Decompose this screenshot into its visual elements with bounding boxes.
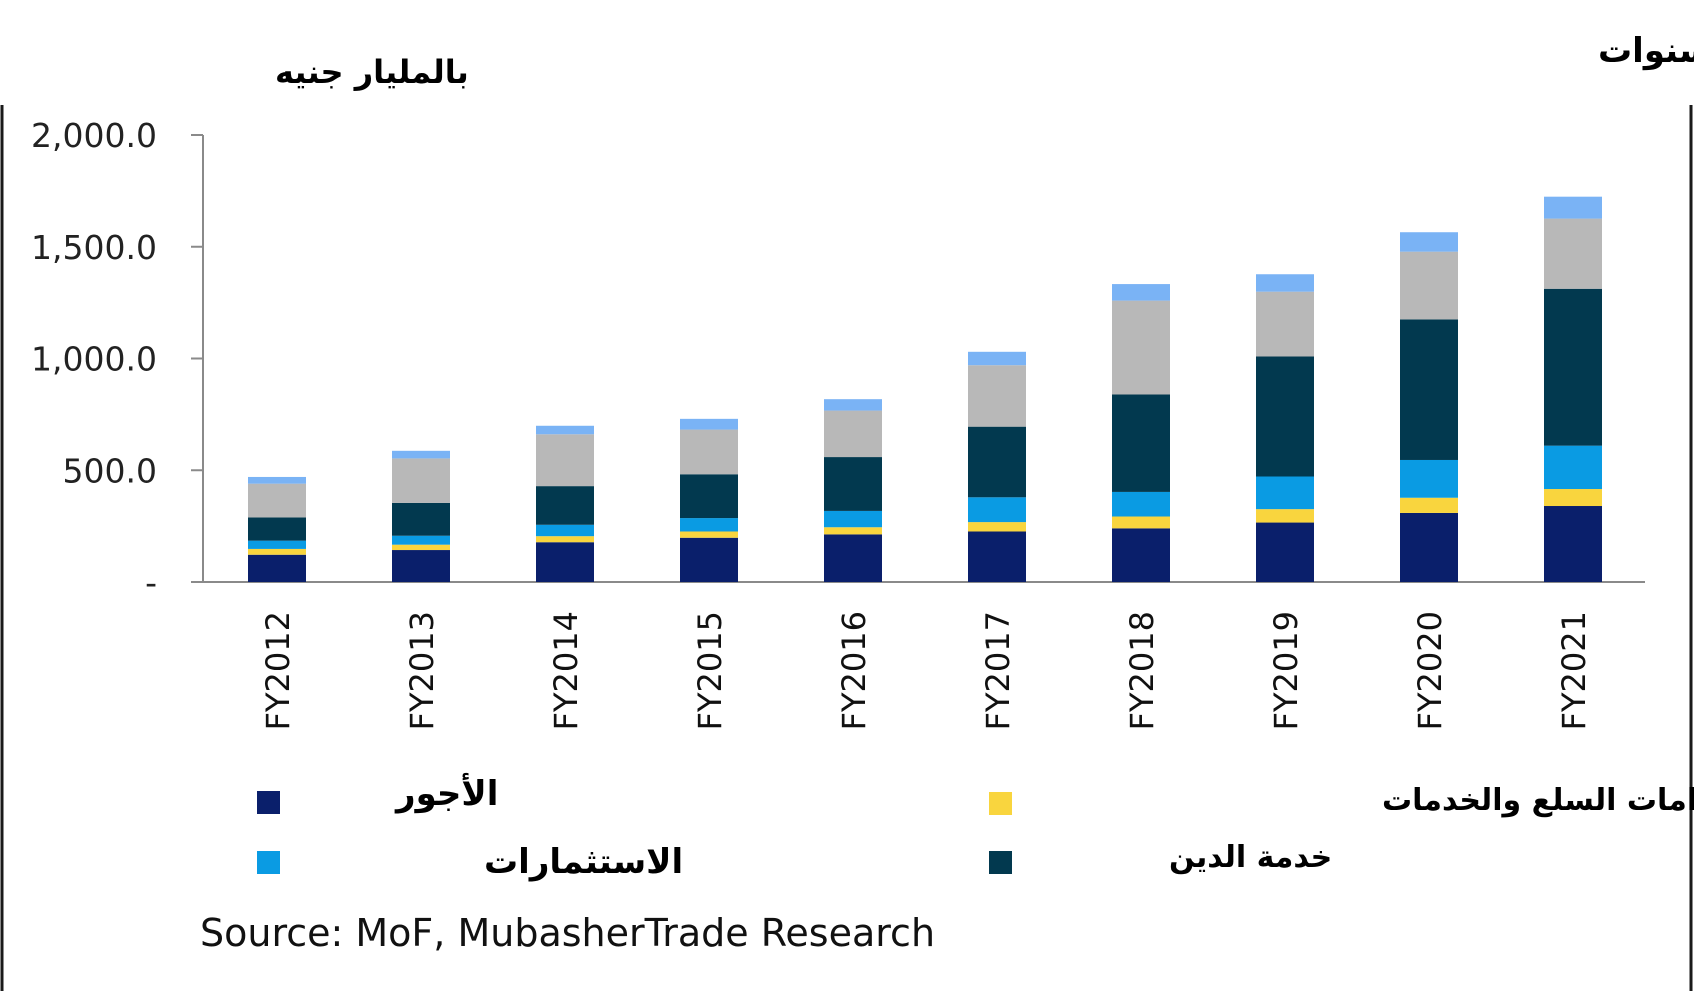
bar-segment-fy2019-series-3 [1256, 476, 1314, 510]
bar-segment-fy2017-series-6 [968, 351, 1026, 366]
bar-segment-fy2014-series-4 [536, 486, 594, 525]
bar-segment-fy2020-series-2 [1400, 497, 1458, 513]
bar-segment-fy2017-series-5 [968, 365, 1026, 427]
bar-segment-fy2014-series-1 [536, 542, 594, 582]
y-tick-label: - [145, 563, 157, 602]
y-tick-group: - 500.0 1,000.0 1,500.0 2,000.0 [31, 116, 203, 602]
bar-segment-fy2018-series-5 [1112, 300, 1170, 395]
legend-swatch-investments [257, 851, 280, 874]
bar-segment-fy2018-series-4 [1112, 394, 1170, 492]
legend-label-investments: الاستثمارات [484, 842, 683, 882]
source-note: Source: MoF, MubasherTrade Research [200, 911, 935, 955]
x-tick-label: FY2020 [1411, 611, 1449, 730]
x-tick-label: FY2012 [259, 611, 297, 730]
bar-segment-fy2013-series-6 [392, 450, 450, 459]
y-tick-label: 1,500.0 [31, 228, 157, 267]
bar-segment-fy2020-series-3 [1400, 459, 1458, 498]
y-tick-label: 1,000.0 [31, 340, 157, 379]
bar-segment-fy2019-series-2 [1256, 509, 1314, 523]
x-tick-label: FY2019 [1267, 611, 1305, 730]
x-tick-label: FY2015 [691, 611, 729, 730]
legend-label-debt-service: خدمة الدين [1169, 840, 1332, 875]
unit-label: بالمليار جنيه [275, 53, 469, 91]
legend-label-goods-services: استخدامات السلع والخدمات [1382, 783, 1694, 818]
bar-segment-fy2016-series-3 [824, 510, 882, 528]
bar-segment-fy2020-series-4 [1400, 319, 1458, 460]
bar-segment-fy2013-series-4 [392, 502, 450, 536]
bar-segment-fy2021-series-1 [1544, 506, 1602, 582]
bar-segment-fy2019-series-5 [1256, 291, 1314, 357]
bar-segment-fy2014-series-5 [536, 434, 594, 487]
bar-segment-fy2016-series-1 [824, 534, 882, 582]
bar-group [248, 196, 1602, 582]
bar-segment-fy2018-series-3 [1112, 491, 1170, 517]
bar-segment-fy2021-series-6 [1544, 196, 1602, 219]
bar-segment-fy2012-series-5 [248, 483, 306, 518]
x-tick-label: FY2013 [403, 611, 441, 730]
bar-segment-fy2012-series-2 [248, 548, 306, 555]
bar-segment-fy2016-series-6 [824, 399, 882, 411]
bar-segment-fy2016-series-2 [824, 527, 882, 535]
bar-segment-fy2014-series-3 [536, 524, 594, 537]
y-tick-label: 2,000.0 [31, 116, 157, 155]
bar-segment-fy2012-series-3 [248, 540, 306, 549]
x-tick-label: FY2018 [1123, 611, 1161, 730]
bar-segment-fy2019-series-4 [1256, 356, 1314, 477]
bar-segment-fy2018-series-6 [1112, 284, 1170, 301]
bar-segment-fy2013-series-1 [392, 550, 450, 582]
bar-segment-fy2019-series-1 [1256, 522, 1314, 582]
bar-segment-fy2014-series-6 [536, 425, 594, 435]
bar-segment-fy2012-series-1 [248, 554, 306, 582]
bar-segment-fy2016-series-4 [824, 457, 882, 511]
x-tick-group: FY2012 FY2013 FY2014 FY2015 FY2016 FY2017 FY20… [259, 611, 1593, 730]
bar-segment-fy2017-series-1 [968, 531, 1026, 582]
bar-segment-fy2018-series-1 [1112, 528, 1170, 582]
legend: الأجور الاستثمارات استخدامات السلع والخد… [257, 772, 1694, 882]
bar-segment-fy2019-series-6 [1256, 274, 1314, 292]
bar-segment-fy2016-series-5 [824, 410, 882, 458]
bar-segment-fy2020-series-5 [1400, 251, 1458, 320]
bar-segment-fy2015-series-2 [680, 531, 738, 538]
bar-segment-fy2021-series-2 [1544, 489, 1602, 507]
legend-label-wages: الأجور [394, 772, 498, 814]
bar-segment-fy2020-series-1 [1400, 512, 1458, 582]
bar-segment-fy2017-series-3 [968, 497, 1026, 523]
bar-segment-fy2018-series-2 [1112, 516, 1170, 529]
x-tick-label: FY2017 [979, 611, 1017, 730]
bar-segment-fy2015-series-1 [680, 537, 738, 582]
bar-segment-fy2013-series-5 [392, 458, 450, 503]
bar-segment-fy2021-series-3 [1544, 445, 1602, 490]
bar-segment-fy2017-series-4 [968, 426, 1026, 498]
bar-segment-fy2017-series-2 [968, 522, 1026, 532]
x-tick-label: FY2014 [547, 611, 585, 730]
legend-swatch-debt-service [989, 851, 1012, 874]
bar-segment-fy2012-series-6 [248, 476, 306, 484]
bar-segment-fy2021-series-5 [1544, 218, 1602, 289]
x-tick-label: FY2016 [835, 611, 873, 730]
bar-segment-fy2013-series-2 [392, 544, 450, 551]
legend-swatch-wages [257, 791, 280, 814]
chart-title: توزيع المصروفات فى الموازنة العامة لمصر … [1598, 31, 1694, 71]
bar-segment-fy2012-series-4 [248, 517, 306, 541]
x-tick-label: FY2021 [1555, 611, 1593, 730]
bar-segment-fy2015-series-6 [680, 418, 738, 430]
bar-segment-fy2020-series-6 [1400, 232, 1458, 252]
bar-segment-fy2015-series-5 [680, 429, 738, 475]
bar-segment-fy2021-series-4 [1544, 288, 1602, 446]
bar-segment-fy2013-series-3 [392, 535, 450, 545]
y-tick-label: 500.0 [63, 451, 157, 490]
bar-segment-fy2015-series-4 [680, 474, 738, 519]
bar-segment-fy2014-series-2 [536, 536, 594, 543]
bar-segment-fy2015-series-3 [680, 518, 738, 532]
legend-swatch-goods-services [989, 792, 1012, 815]
